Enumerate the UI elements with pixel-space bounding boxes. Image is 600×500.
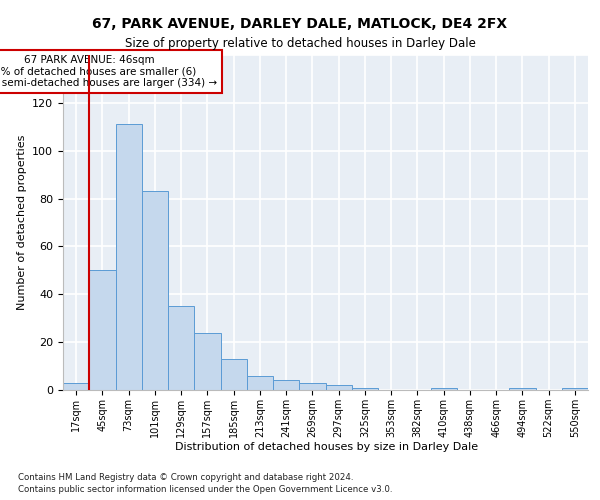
Bar <box>247 376 273 390</box>
Bar <box>115 124 142 390</box>
Bar <box>168 306 194 390</box>
Text: 67 PARK AVENUE: 46sqm
← 2% of detached houses are smaller (6)
98% of semi-detach: 67 PARK AVENUE: 46sqm ← 2% of detached h… <box>0 55 217 88</box>
Bar <box>273 380 299 390</box>
Bar <box>142 192 168 390</box>
Bar <box>299 383 325 390</box>
Text: 67, PARK AVENUE, DARLEY DALE, MATLOCK, DE4 2FX: 67, PARK AVENUE, DARLEY DALE, MATLOCK, D… <box>92 18 508 32</box>
Bar <box>221 359 247 390</box>
Bar <box>431 388 457 390</box>
Y-axis label: Number of detached properties: Number of detached properties <box>17 135 26 310</box>
Text: Distribution of detached houses by size in Darley Dale: Distribution of detached houses by size … <box>175 442 479 452</box>
Bar <box>89 270 115 390</box>
Bar <box>352 388 378 390</box>
Text: Contains public sector information licensed under the Open Government Licence v3: Contains public sector information licen… <box>18 485 392 494</box>
Text: Size of property relative to detached houses in Darley Dale: Size of property relative to detached ho… <box>125 38 475 51</box>
Text: Contains HM Land Registry data © Crown copyright and database right 2024.: Contains HM Land Registry data © Crown c… <box>18 472 353 482</box>
Bar <box>194 332 221 390</box>
Bar <box>63 383 89 390</box>
Bar <box>562 388 588 390</box>
Bar <box>325 385 352 390</box>
Bar <box>509 388 536 390</box>
